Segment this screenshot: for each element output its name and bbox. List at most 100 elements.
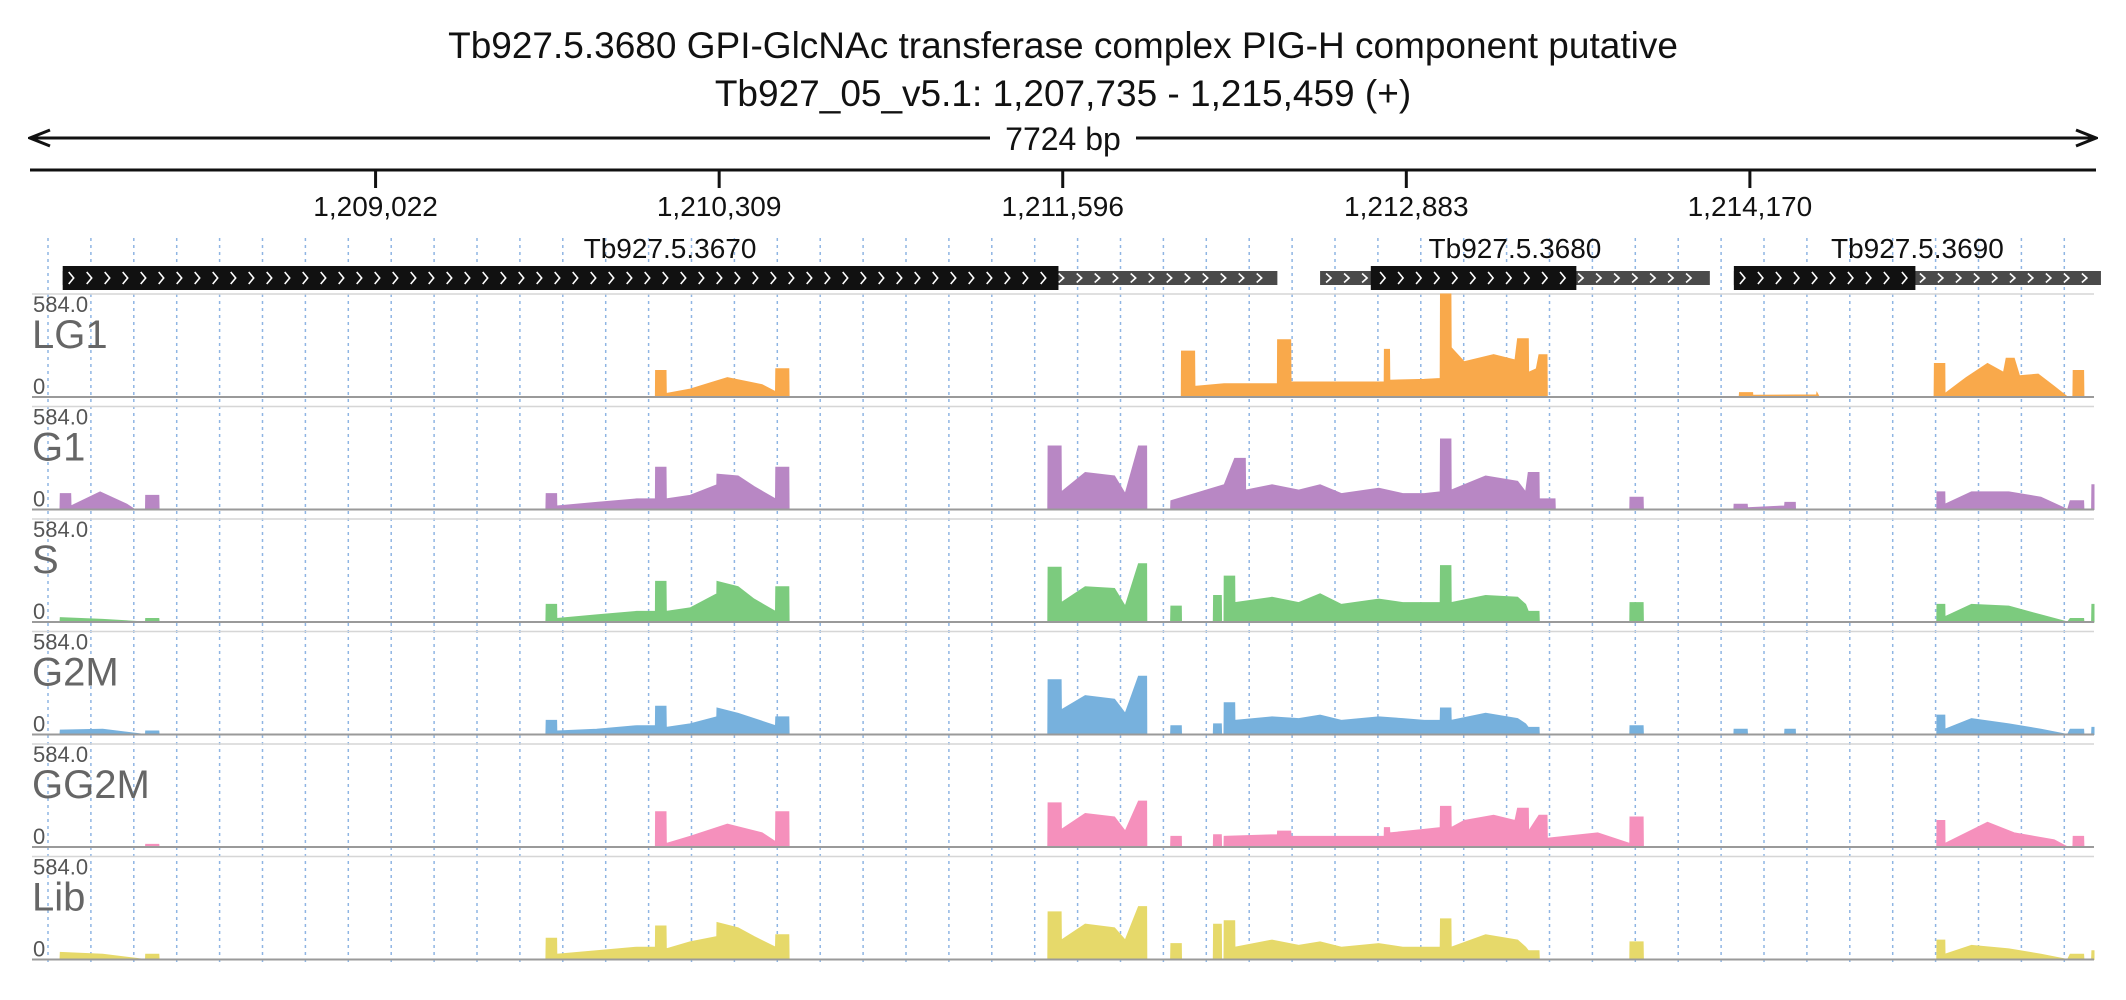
- span-label: 7724 bp: [1005, 121, 1121, 157]
- strand-arrow: [1793, 271, 1800, 285]
- strand-arrow: [986, 271, 993, 285]
- gene-model: Tb927.5.3670: [62, 233, 1278, 290]
- strand-arrow: [842, 271, 849, 285]
- track-ymin-label: 0: [33, 712, 45, 737]
- strand-arrow: [158, 271, 165, 285]
- strand-arrow: [1991, 272, 1999, 284]
- coverage-area: [32, 438, 2095, 511]
- strand-arrow: [1343, 272, 1351, 284]
- strand-arrow: [1919, 272, 1927, 284]
- track-ymin-label: 0: [33, 824, 45, 849]
- strand-arrow: [446, 271, 453, 285]
- strand-arrow: [1775, 271, 1782, 285]
- strand-arrow: [1847, 271, 1854, 285]
- strand-arrow: [1166, 272, 1173, 284]
- strand-arrow: [428, 271, 435, 285]
- strand-arrow: [806, 271, 813, 285]
- strand-arrow: [680, 271, 687, 285]
- strand-arrow: [140, 271, 147, 285]
- strand-arrow: [860, 271, 867, 285]
- strand-arrow: [1202, 272, 1209, 284]
- track-name: G1: [32, 426, 85, 470]
- strand-arrow: [1361, 272, 1369, 284]
- cds-bar: [1370, 266, 1577, 290]
- strand-arrow: [1883, 271, 1890, 285]
- strand-arrow: [932, 271, 939, 285]
- strand-arrow: [1184, 272, 1191, 284]
- strand-arrow: [1739, 271, 1746, 285]
- chart-subtitle: Tb927_05_v5.1: 1,207,735 - 1,215,459 (+): [714, 73, 1412, 114]
- strand-arrow: [212, 271, 219, 285]
- track-ymax-label: 584.0: [33, 292, 88, 317]
- strand-arrow: [1130, 272, 1137, 284]
- track-ymin-label: 0: [33, 937, 45, 962]
- gene-model: Tb927.5.3690: [1733, 233, 2101, 290]
- strand-arrow: [1058, 272, 1065, 284]
- coverage-area: [32, 563, 2095, 623]
- strand-arrow: [1415, 271, 1423, 285]
- strand-arrow: [1667, 272, 1675, 284]
- track-name: S: [32, 538, 59, 582]
- strand-arrow: [1397, 271, 1405, 285]
- track-lg1: 584.0 0 LG1: [32, 292, 2094, 399]
- x-tick-label: 1,211,596: [1001, 191, 1124, 222]
- strand-arrow: [1955, 272, 1963, 284]
- strand-arrow: [1451, 271, 1459, 285]
- strand-arrow: [752, 271, 759, 285]
- coverage-area: [32, 293, 2094, 398]
- strand-arrow: [230, 271, 237, 285]
- strand-arrow: [1577, 272, 1585, 284]
- strand-arrow: [1829, 271, 1836, 285]
- track-ymin-label: 0: [33, 487, 45, 512]
- strand-arrow: [1937, 272, 1945, 284]
- strand-arrow: [1040, 271, 1047, 285]
- strand-arrow: [482, 271, 489, 285]
- strand-arrow: [1757, 271, 1764, 285]
- strand-arrow: [1076, 272, 1083, 284]
- strand-arrow: [122, 271, 129, 285]
- strand-arrow: [626, 271, 633, 285]
- strand-arrow: [284, 271, 291, 285]
- strand-arrow: [500, 271, 507, 285]
- strand-arrow: [590, 271, 597, 285]
- strand-arrow: [1325, 272, 1333, 284]
- span-label-bg: [990, 120, 1136, 158]
- strand-arrow: [1112, 272, 1119, 284]
- coverage-area: [32, 675, 2095, 736]
- strand-arrow: [1433, 271, 1441, 285]
- coverage-tracks: 584.00LG1584.00G1584.00S584.00G2M584.00G…: [32, 292, 2095, 962]
- strand-arrow: [896, 271, 903, 285]
- track-s: 584.0 0 S: [32, 517, 2095, 624]
- strand-arrow: [392, 271, 399, 285]
- strand-arrow: [1238, 272, 1245, 284]
- strand-arrow: [1022, 271, 1029, 285]
- chart-title: Tb927.5.3680 GPI-GlcNAc transferase comp…: [448, 25, 1678, 66]
- strand-arrow: [1148, 272, 1155, 284]
- cds-bar: [1733, 266, 1916, 290]
- strand-arrow: [1505, 271, 1513, 285]
- strand-arrow: [1649, 272, 1657, 284]
- strand-arrow: [536, 271, 543, 285]
- strand-arrow: [770, 271, 777, 285]
- strand-arrow: [410, 271, 417, 285]
- span-indicator: 7724 bp: [30, 120, 2096, 158]
- strand-arrow: [878, 271, 885, 285]
- strand-arrow: [662, 271, 669, 285]
- strand-arrow: [1901, 271, 1908, 285]
- strand-arrow: [1523, 271, 1531, 285]
- strand-arrow: [1220, 272, 1227, 284]
- strand-arrow: [554, 271, 561, 285]
- coverage-area: [32, 800, 2094, 848]
- track-lib: 584.0 0 Lib: [32, 855, 2095, 962]
- x-tick-label: 1,214,170: [1688, 191, 1813, 222]
- strand-arrow: [1865, 271, 1872, 285]
- coverage-area: [32, 906, 2095, 961]
- strand-arrow: [1973, 272, 1981, 284]
- track-ymax-label: 584.0: [33, 630, 88, 655]
- gene-models: Tb927.5.3670 Tb927.5.3680 Tb927.5.3690: [62, 233, 2101, 290]
- strand-arrow: [950, 271, 957, 285]
- strand-arrow: [824, 271, 831, 285]
- track-name: LG1: [32, 313, 108, 357]
